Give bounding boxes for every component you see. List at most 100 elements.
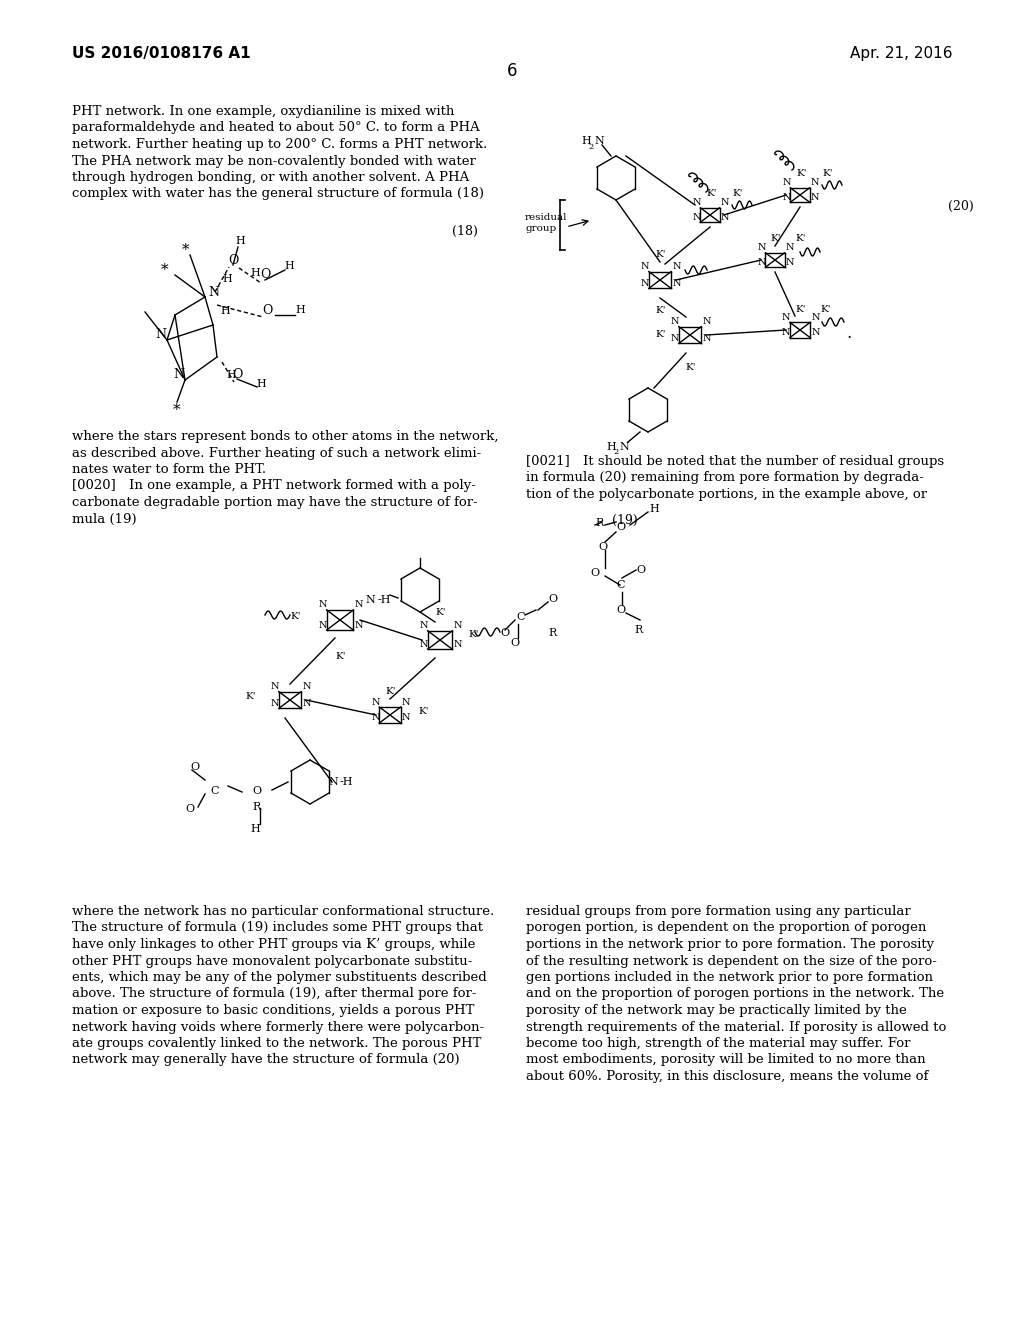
Text: gen portions included in the network prior to pore formation: gen portions included in the network pri… — [526, 972, 933, 983]
Text: O: O — [262, 304, 272, 317]
Text: N: N — [702, 334, 711, 343]
Text: K': K' — [435, 609, 445, 616]
Text: N: N — [641, 263, 649, 271]
Text: H: H — [250, 268, 260, 279]
Text: N: N — [618, 442, 629, 451]
Text: N: N — [454, 640, 462, 648]
Text: N: N — [782, 178, 791, 187]
Text: Apr. 21, 2016: Apr. 21, 2016 — [850, 46, 952, 61]
Text: *: * — [161, 263, 169, 277]
Text: have only linkages to other PHT groups via K’ groups, while: have only linkages to other PHT groups v… — [72, 939, 475, 950]
Text: H: H — [649, 504, 658, 513]
Text: N: N — [372, 697, 380, 706]
Text: N: N — [692, 198, 701, 207]
Text: *: * — [173, 403, 181, 417]
Text: other PHT groups have monovalent polycarbonate substitu-: other PHT groups have monovalent polycar… — [72, 954, 472, 968]
Text: O: O — [636, 565, 645, 576]
Text: N: N — [811, 329, 819, 337]
Text: residual: residual — [525, 213, 567, 222]
Text: above. The structure of formula (19), after thermal pore for-: above. The structure of formula (19), af… — [72, 987, 476, 1001]
Text: H: H — [226, 370, 236, 380]
Text: of the resulting network is dependent on the size of the poro-: of the resulting network is dependent on… — [526, 954, 937, 968]
Text: mula (19): mula (19) — [72, 512, 136, 525]
Text: K': K' — [418, 708, 428, 715]
Text: -H: -H — [378, 595, 391, 605]
Text: C: C — [516, 612, 524, 622]
Text: N: N — [270, 698, 280, 708]
Text: N: N — [785, 257, 794, 267]
Text: complex with water has the general structure of formula (18): complex with water has the general struc… — [72, 187, 484, 201]
Text: N: N — [420, 622, 428, 630]
Text: [0021] It should be noted that the number of residual groups: [0021] It should be noted that the numbe… — [526, 455, 944, 469]
Text: N: N — [155, 329, 166, 342]
Text: where the stars represent bonds to other atoms in the network,: where the stars represent bonds to other… — [72, 430, 499, 444]
Text: network. Further heating up to 200° C. forms a PHT network.: network. Further heating up to 200° C. f… — [72, 139, 487, 150]
Text: N: N — [692, 213, 701, 222]
Text: K': K' — [770, 234, 780, 243]
Text: O: O — [185, 804, 195, 814]
Text: H: H — [236, 236, 245, 246]
Text: H: H — [295, 305, 305, 315]
Text: R: R — [595, 517, 603, 528]
Text: N: N — [372, 714, 380, 722]
Text: N: N — [758, 257, 766, 267]
Text: R: R — [548, 628, 556, 638]
Text: US 2016/0108176 A1: US 2016/0108176 A1 — [72, 46, 251, 61]
Text: N: N — [758, 243, 766, 252]
Text: K': K' — [685, 363, 695, 372]
Text: network may generally have the structure of formula (20): network may generally have the structure… — [72, 1053, 460, 1067]
Text: H: H — [256, 379, 266, 389]
Text: N: N — [302, 698, 310, 708]
Text: ents, which may be any of the polymer substituents described: ents, which may be any of the polymer su… — [72, 972, 486, 983]
Text: N: N — [365, 595, 375, 605]
Text: K': K' — [732, 189, 742, 198]
Text: N: N — [811, 178, 819, 187]
Text: K': K' — [468, 630, 478, 639]
Text: O: O — [616, 605, 625, 615]
Text: in formula (20) remaining from pore formation by degrada-: in formula (20) remaining from pore form… — [526, 471, 924, 484]
Text: N: N — [401, 697, 411, 706]
Text: K': K' — [820, 305, 830, 314]
Text: N: N — [641, 279, 649, 288]
Text: and on the proportion of porogen portions in the network. The: and on the proportion of porogen portion… — [526, 987, 944, 1001]
Text: K': K' — [795, 305, 806, 314]
Text: H: H — [284, 261, 294, 271]
Text: O: O — [598, 543, 607, 552]
Text: N: N — [302, 682, 310, 692]
Text: K': K' — [385, 686, 395, 696]
Text: [0020] In one example, a PHT network formed with a poly-: [0020] In one example, a PHT network for… — [72, 479, 476, 492]
Text: as described above. Further heating of such a network elimi-: as described above. Further heating of s… — [72, 446, 481, 459]
Text: carbonate degradable portion may have the structure of for-: carbonate degradable portion may have th… — [72, 496, 478, 510]
Text: where the network has no particular conformational structure.: where the network has no particular conf… — [72, 906, 495, 917]
Text: O: O — [510, 638, 519, 648]
Text: O: O — [227, 253, 239, 267]
Text: N: N — [721, 213, 729, 222]
Text: (20): (20) — [948, 201, 974, 213]
Text: K': K' — [822, 169, 833, 178]
Text: C: C — [210, 785, 218, 796]
Text: N: N — [811, 313, 819, 322]
Text: become too high, strength of the material may suffer. For: become too high, strength of the materia… — [526, 1038, 910, 1049]
Text: R: R — [252, 803, 260, 812]
Text: N: N — [270, 682, 280, 692]
Text: K': K' — [290, 612, 300, 620]
Text: N: N — [782, 193, 791, 202]
Text: N: N — [454, 622, 462, 630]
Text: N: N — [671, 317, 679, 326]
Text: mation or exposure to basic conditions, yields a porous PHT: mation or exposure to basic conditions, … — [72, 1005, 474, 1016]
Text: K': K' — [655, 306, 666, 315]
Text: H: H — [222, 275, 231, 284]
Text: ate groups covalently linked to the network. The porous PHT: ate groups covalently linked to the netw… — [72, 1038, 481, 1049]
Text: N: N — [721, 198, 729, 207]
Text: K': K' — [706, 189, 717, 198]
Text: network having voids where formerly there were polycarbon-: network having voids where formerly ther… — [72, 1020, 484, 1034]
Text: R: R — [634, 624, 642, 635]
Text: O: O — [500, 628, 509, 638]
Text: N: N — [782, 329, 791, 337]
Text: O: O — [590, 568, 599, 578]
Text: 2: 2 — [613, 447, 618, 455]
Text: H: H — [581, 136, 591, 147]
Text: H: H — [220, 306, 229, 315]
Text: portions in the network prior to pore formation. The porosity: portions in the network prior to pore fo… — [526, 939, 934, 950]
Text: about 60%. Porosity, in this disclosure, means the volume of: about 60%. Porosity, in this disclosure,… — [526, 1071, 929, 1082]
